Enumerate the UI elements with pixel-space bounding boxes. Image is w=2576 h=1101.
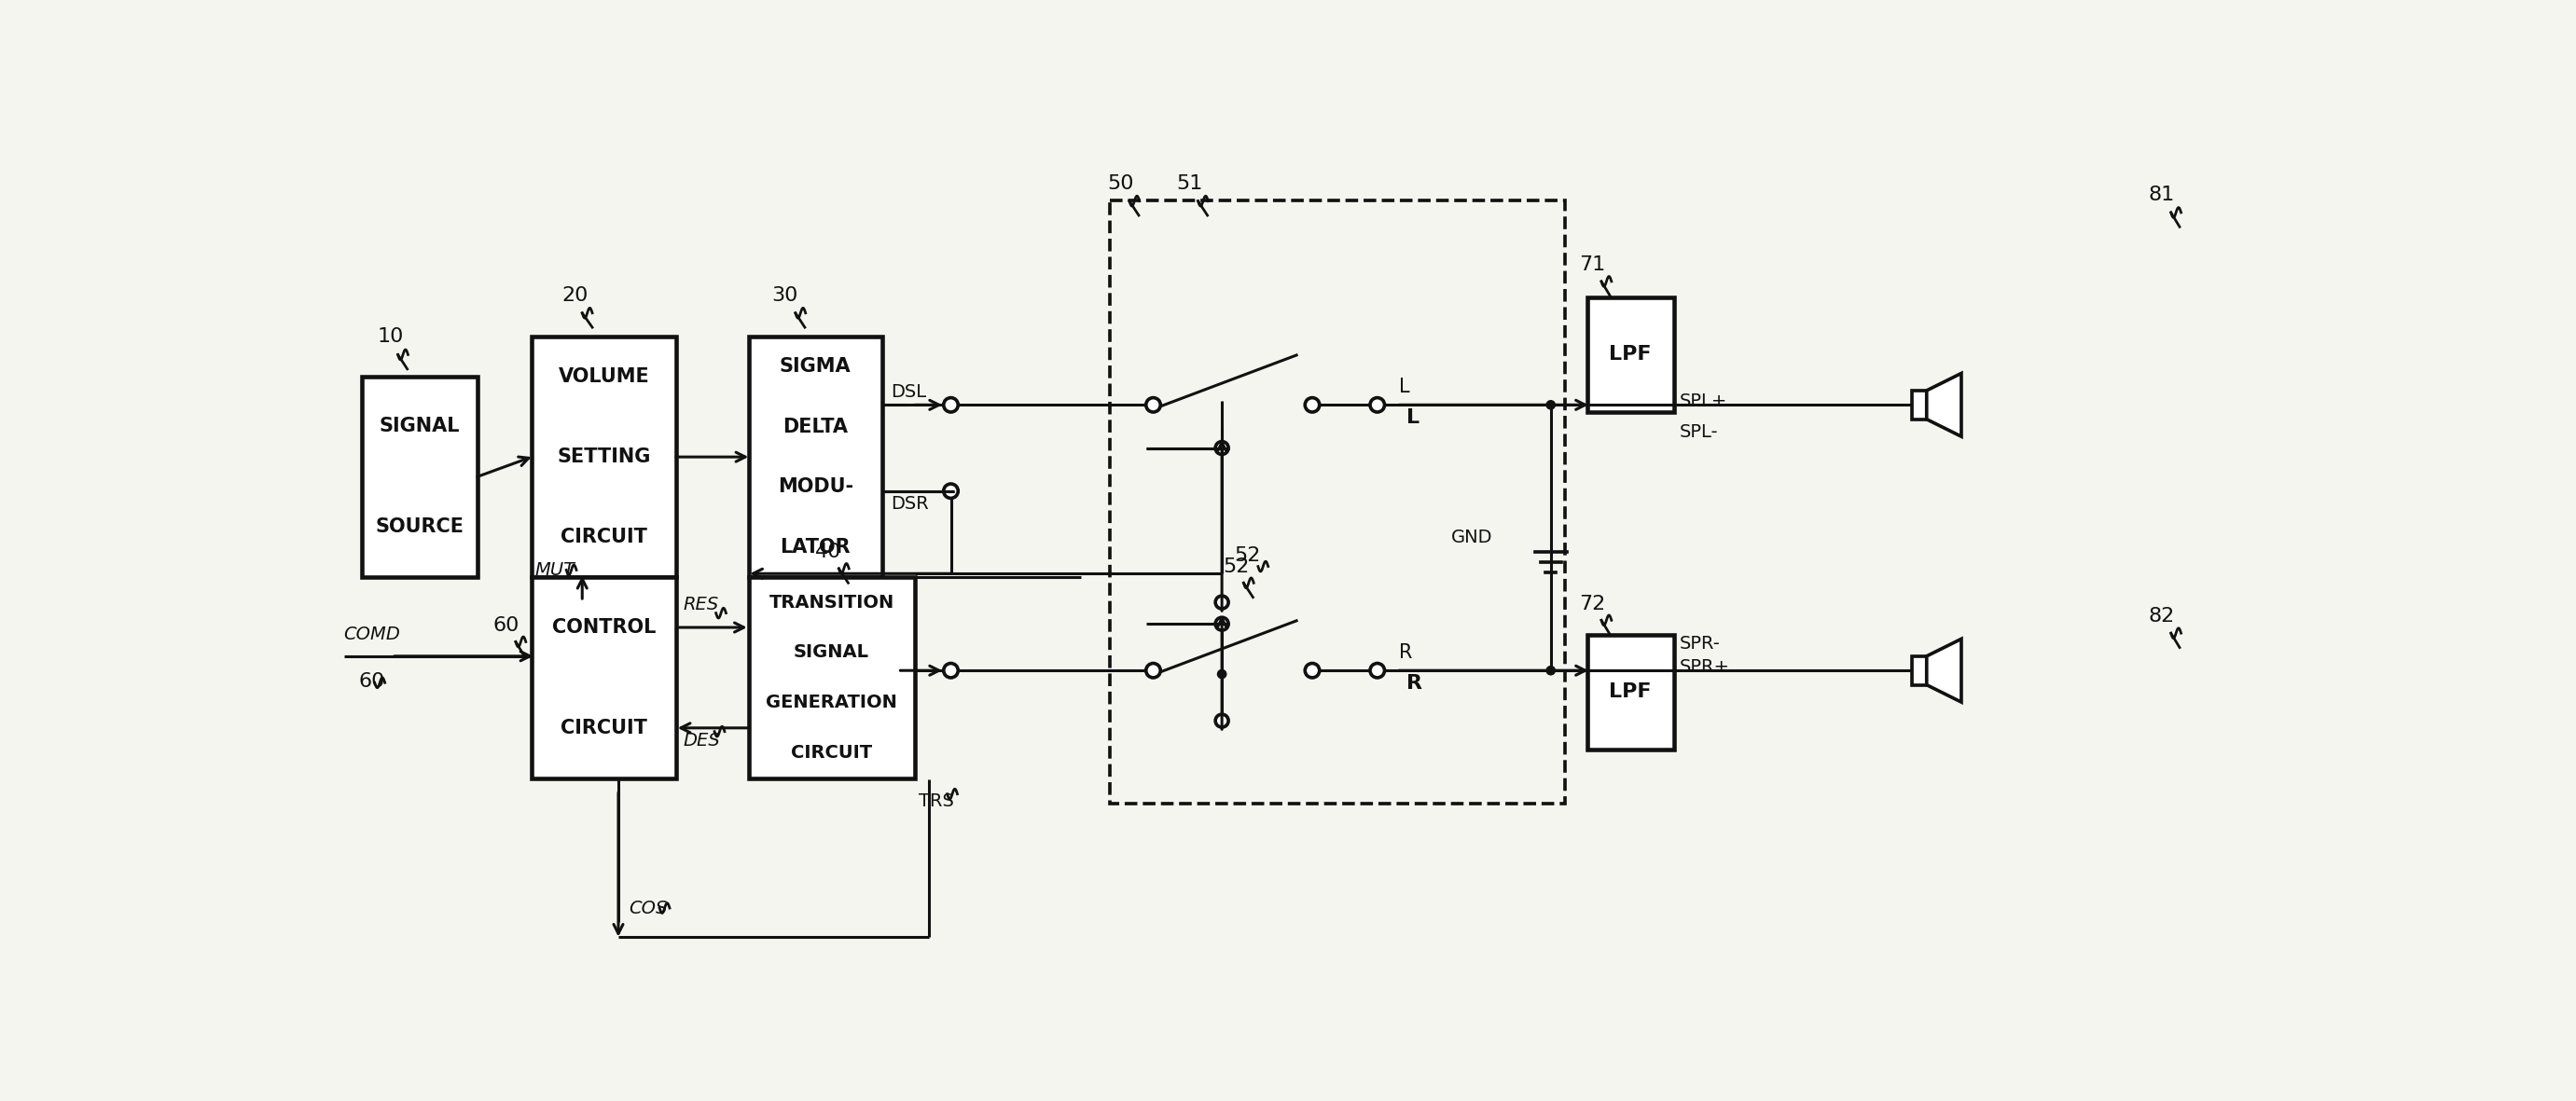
Bar	[1911, 391, 1927, 419]
Text: TRS: TRS	[917, 793, 953, 810]
Text: CIRCUIT: CIRCUIT	[562, 527, 647, 546]
Bar	[361, 377, 477, 577]
Text: 50: 50	[1108, 174, 1133, 193]
Circle shape	[1306, 663, 1319, 678]
Text: 51: 51	[1177, 174, 1203, 193]
Text: SPL-: SPL-	[1680, 423, 1718, 440]
Circle shape	[1306, 397, 1319, 412]
Bar	[750, 577, 914, 778]
Text: RES: RES	[683, 596, 719, 613]
Text: CIRCUIT: CIRCUIT	[562, 719, 647, 738]
Bar	[1110, 200, 1566, 804]
Circle shape	[1146, 397, 1159, 412]
Circle shape	[1546, 401, 1556, 410]
Text: L: L	[1399, 378, 1409, 396]
Polygon shape	[1927, 639, 1960, 702]
Text: SIGMA: SIGMA	[781, 358, 850, 377]
Circle shape	[1216, 442, 1229, 455]
Text: 72: 72	[1579, 596, 1605, 613]
Text: L: L	[1406, 408, 1419, 427]
Text: R: R	[1406, 674, 1422, 693]
Circle shape	[943, 397, 958, 412]
Circle shape	[1546, 666, 1556, 675]
Circle shape	[943, 483, 958, 499]
Text: SPR-: SPR-	[1680, 635, 1721, 653]
Bar	[531, 577, 675, 778]
Polygon shape	[1927, 373, 1960, 436]
Text: 81: 81	[2148, 186, 2174, 205]
Text: 20: 20	[562, 286, 587, 305]
Text: 60: 60	[492, 617, 520, 635]
Text: SETTING: SETTING	[556, 448, 652, 466]
Text: 52: 52	[1234, 546, 1260, 565]
Text: VOLUME: VOLUME	[559, 368, 649, 386]
Text: GND: GND	[1450, 528, 1494, 546]
Text: LPF: LPF	[1610, 346, 1651, 364]
Text: 30: 30	[770, 286, 799, 305]
Text: CIRCUIT: CIRCUIT	[791, 744, 873, 762]
Circle shape	[1370, 397, 1383, 412]
Circle shape	[943, 663, 958, 678]
Text: CONTROL: CONTROL	[551, 618, 657, 636]
Text: SOURCE: SOURCE	[376, 517, 464, 536]
Text: DES: DES	[683, 731, 721, 749]
Text: GENERATION: GENERATION	[765, 694, 896, 711]
Text: LPF: LPF	[1610, 683, 1651, 701]
Text: DSL: DSL	[891, 383, 927, 401]
Text: COS: COS	[629, 900, 667, 917]
Circle shape	[1218, 669, 1226, 678]
Text: MODU-: MODU-	[778, 478, 853, 497]
Text: 40: 40	[814, 543, 842, 562]
Circle shape	[1216, 618, 1229, 630]
Circle shape	[1216, 715, 1229, 727]
Text: SIGNAL: SIGNAL	[793, 644, 868, 662]
Text: R: R	[1399, 643, 1412, 662]
Text: SPL+: SPL+	[1680, 392, 1728, 411]
Circle shape	[1370, 663, 1383, 678]
Circle shape	[1216, 596, 1229, 609]
Text: DELTA: DELTA	[783, 417, 848, 436]
Circle shape	[1146, 663, 1159, 678]
Text: LATOR: LATOR	[781, 537, 850, 556]
Text: TRANSITION: TRANSITION	[770, 593, 894, 611]
Bar	[1587, 297, 1674, 412]
Text: 82: 82	[2148, 608, 2174, 626]
Text: DSR: DSR	[891, 494, 930, 512]
Bar	[1911, 656, 1927, 685]
Text: 60: 60	[358, 672, 384, 690]
Text: MUT: MUT	[536, 562, 574, 579]
Text: SIGNAL: SIGNAL	[379, 417, 461, 436]
Bar	[1587, 634, 1674, 750]
Bar	[750, 337, 881, 577]
Text: 52: 52	[1224, 557, 1249, 576]
Text: 10: 10	[379, 327, 404, 346]
Bar	[531, 337, 675, 577]
Text: 71: 71	[1579, 255, 1605, 274]
Text: SPR+: SPR+	[1680, 658, 1731, 676]
Text: COMD: COMD	[343, 625, 399, 643]
